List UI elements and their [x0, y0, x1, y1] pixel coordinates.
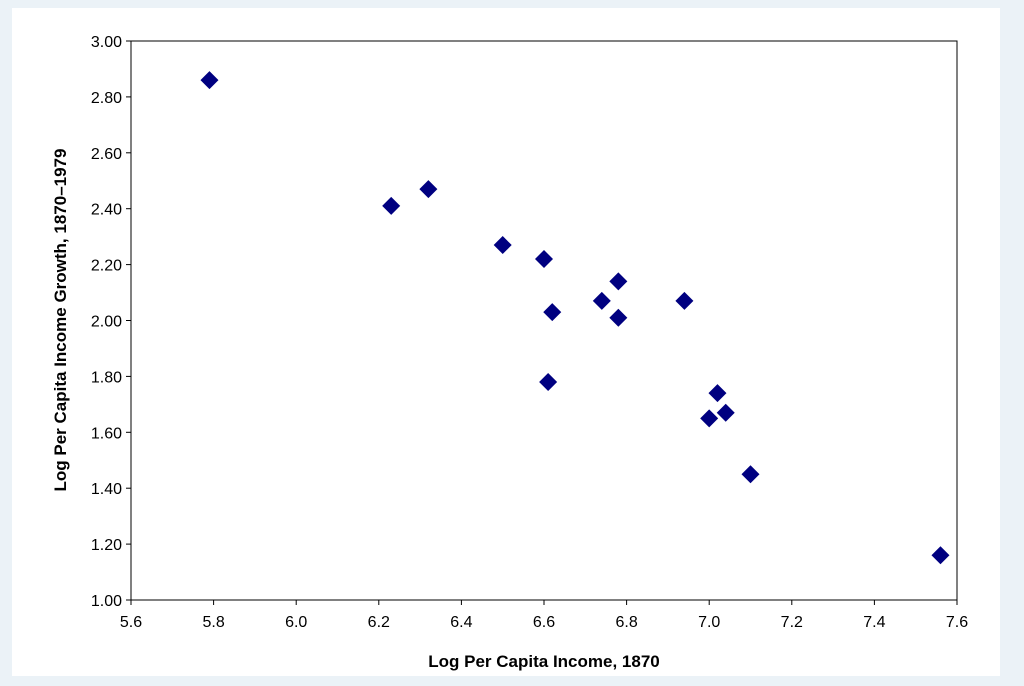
x-tick-label: 7.4: [863, 614, 885, 631]
data-point: [535, 250, 553, 269]
y-tick-label: 1.40: [91, 481, 122, 498]
y-tick-label: 2.60: [91, 146, 122, 163]
y-tick-label: 1.20: [91, 537, 122, 554]
y-tick-label: 1.00: [91, 593, 122, 610]
y-axis-title: Log Per Capita Income Growth, 1870–1979: [51, 149, 70, 492]
y-tick-label: 1.80: [91, 369, 122, 386]
data-point: [716, 403, 735, 422]
data-point: [741, 465, 760, 484]
x-tick-label: 7.6: [946, 614, 968, 631]
data-point: [675, 291, 694, 310]
x-tick-label: 6.4: [450, 614, 472, 631]
data-points: [200, 71, 950, 565]
data-point: [609, 272, 628, 291]
chart-frame: 1.00 1.20 1.40 1.60 1.80 2.00 2.20 2.40 2.60 2.80…: [12, 8, 1000, 676]
y-tick-label: 2.80: [91, 90, 122, 107]
x-tick-label: 6.8: [615, 614, 637, 631]
data-point: [493, 236, 512, 255]
data-point: [539, 372, 558, 391]
data-point: [200, 71, 219, 90]
x-tick-label: 6.0: [285, 614, 307, 631]
data-point: [543, 303, 562, 322]
data-point: [382, 196, 401, 215]
y-tick-label: 2.40: [91, 202, 122, 219]
x-tick-label: 7.0: [698, 614, 720, 631]
x-tick-label: 6.2: [368, 614, 390, 631]
x-tick-label: 6.6: [533, 614, 555, 631]
y-tick-label: 3.00: [91, 34, 122, 51]
data-point: [708, 384, 727, 403]
plot-area: [130, 40, 958, 601]
x-tick-label: 7.2: [781, 614, 803, 631]
data-point: [609, 308, 628, 327]
x-tick-label: 5.6: [120, 614, 142, 631]
data-point: [931, 546, 950, 565]
y-tick-label: 2.20: [91, 258, 122, 275]
y-tick-label: 1.60: [91, 425, 122, 442]
x-axis-ticks: 5.6 5.8 6.0 6.2 6.4 6.6 6.8 7.0 7.2 7.4 7.6: [120, 600, 968, 631]
y-axis-ticks: 1.00 1.20 1.40 1.60 1.80 2.00 2.20 2.40 2.60 2.80…: [91, 34, 131, 610]
data-point: [419, 180, 438, 199]
x-axis-title: Log Per Capita Income, 1870: [428, 652, 659, 671]
data-point: [700, 409, 719, 428]
data-point: [592, 291, 611, 310]
y-tick-label: 2.00: [91, 314, 122, 331]
scatter-chart: 1.00 1.20 1.40 1.60 1.80 2.00 2.20 2.40 2.60 2.80…: [51, 34, 968, 671]
x-tick-label: 5.8: [202, 614, 224, 631]
